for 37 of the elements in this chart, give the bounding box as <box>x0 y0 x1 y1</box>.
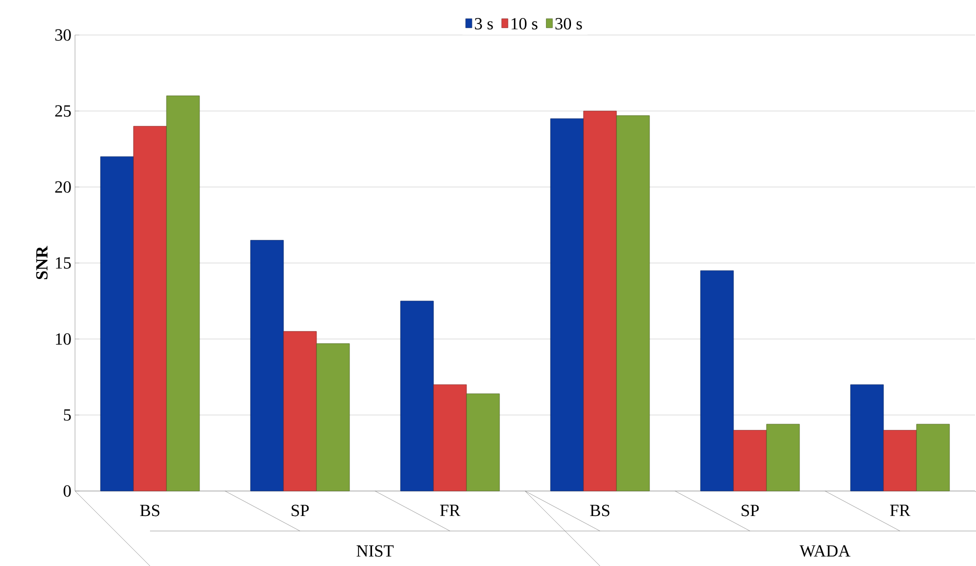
bar <box>100 156 134 492</box>
x-tick-label: BS <box>140 504 160 516</box>
x-tick-label: SP <box>292 504 309 516</box>
bar <box>283 331 317 492</box>
bar <box>733 430 767 492</box>
x-tick-label: FR <box>440 504 460 516</box>
bar <box>616 115 650 492</box>
y-tick-label: 0 <box>64 485 71 497</box>
y-tick-label: 25 <box>55 105 71 117</box>
bar <box>316 343 350 492</box>
y-tick-label: 30 <box>55 29 71 41</box>
x-tick-label: BS <box>590 504 610 516</box>
bar <box>133 126 167 492</box>
y-tick-label: 5 <box>64 409 71 421</box>
legend-label: 3 s <box>474 18 493 30</box>
y-tick-label: 10 <box>56 333 71 345</box>
text: WADA <box>800 545 850 557</box>
y-tick-label: 15 <box>56 257 71 269</box>
bar <box>433 384 467 492</box>
x-tick-label: SP <box>742 504 759 516</box>
bar <box>916 424 950 492</box>
bar <box>883 430 917 492</box>
bar <box>250 240 284 492</box>
legend-label: 30 s <box>555 18 582 30</box>
bar <box>400 300 434 492</box>
bar <box>700 270 734 492</box>
legend-label: 10 s <box>512 18 538 30</box>
text: NIST <box>356 545 394 557</box>
y-axis-title: SNR <box>36 246 48 280</box>
x-tick-label: FR <box>890 504 910 516</box>
y-tick-label: 20 <box>55 181 71 193</box>
bar <box>166 96 200 492</box>
bar <box>550 118 584 492</box>
bar <box>466 394 500 492</box>
bar <box>766 424 800 492</box>
bar <box>850 384 884 492</box>
bar <box>583 110 617 492</box>
